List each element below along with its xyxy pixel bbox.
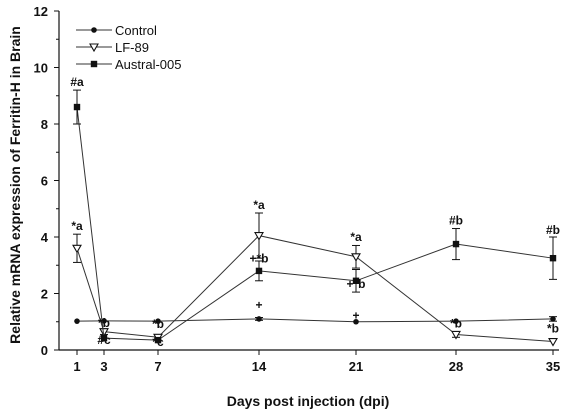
- legend-item: LF-89: [76, 40, 149, 55]
- data-point: [73, 103, 81, 111]
- x-tick-label: 35: [546, 359, 560, 374]
- annotation-label: *b: [547, 321, 559, 335]
- x-tick-label: 1: [73, 359, 80, 374]
- series-layer: [72, 89, 558, 347]
- annotation-label: #b: [546, 223, 560, 237]
- data-point: [256, 316, 262, 322]
- legend-marker: [89, 43, 99, 53]
- annotation-label: #b: [449, 213, 463, 227]
- annotation-label: #a: [70, 75, 84, 89]
- legend-item: Austral-005: [76, 57, 181, 72]
- annotation-label: *b: [152, 317, 164, 331]
- y-tick-label: 6: [41, 174, 48, 189]
- annotation-label: +*b: [346, 277, 365, 291]
- y-tick-label: 12: [34, 4, 48, 19]
- y-tick-label: 10: [34, 61, 48, 76]
- legend-marker: [91, 27, 97, 33]
- data-point: [550, 316, 556, 322]
- data-point: [254, 232, 264, 241]
- x-tick-label: 7: [154, 359, 161, 374]
- x-tick-label: 28: [449, 359, 463, 374]
- data-point: [453, 318, 459, 324]
- data-point: [99, 328, 109, 337]
- data-point: [451, 330, 461, 340]
- annotation-label: +: [255, 298, 262, 312]
- series-austral-005: [73, 89, 557, 344]
- y-tick-label: 8: [41, 117, 48, 132]
- annotation-label: *c: [152, 335, 164, 349]
- x-tick-label: 3: [100, 359, 107, 374]
- series-lf-89: [72, 212, 558, 347]
- data-point: [255, 267, 263, 275]
- x-tick-label: 21: [349, 359, 363, 374]
- annotation-label: *a: [350, 230, 362, 244]
- annotation-label: *b: [98, 316, 110, 330]
- y-axis-title: Relative mRNA expression of Ferritin-H i…: [7, 26, 23, 344]
- y-tick-label: 0: [41, 343, 48, 358]
- data-point: [452, 240, 460, 248]
- legend-item: Control: [76, 23, 157, 38]
- legend-label: Control: [115, 23, 157, 38]
- data-point: [154, 336, 162, 344]
- data-point: [74, 318, 80, 324]
- annotation-label: +*b: [249, 251, 268, 265]
- data-point: [548, 337, 558, 347]
- data-point: [155, 318, 161, 324]
- legend: Control LF-89 Austral-005: [76, 23, 181, 72]
- data-point: [72, 244, 82, 254]
- series-control: [74, 316, 557, 325]
- legend-label: Austral-005: [115, 57, 181, 72]
- y-tick-label: 2: [41, 287, 48, 302]
- data-point: [100, 334, 108, 342]
- annotation-label: *a: [253, 198, 265, 212]
- annotation-label: *a: [71, 219, 83, 233]
- axes: 0 2 4 6 8 10 12 1 3 7 14 21 28 35: [34, 4, 561, 374]
- annotation-label: #c: [97, 333, 111, 347]
- data-point: [351, 253, 361, 262]
- annotation-layer: #a *a *b #c *b *c *a +*b + *a +*b + #b *b #b *b: [70, 75, 560, 349]
- x-axis-title: Days post injection (dpi): [227, 393, 390, 409]
- data-point: [352, 277, 360, 284]
- legend-marker: [90, 60, 98, 68]
- data-point: [549, 254, 557, 262]
- annotation-label: *b: [450, 316, 462, 330]
- y-tick-label: 4: [41, 230, 49, 245]
- annotation-label: +: [352, 308, 359, 322]
- data-point: [353, 318, 359, 325]
- x-tick-label: 14: [252, 359, 267, 374]
- legend-label: LF-89: [115, 40, 149, 55]
